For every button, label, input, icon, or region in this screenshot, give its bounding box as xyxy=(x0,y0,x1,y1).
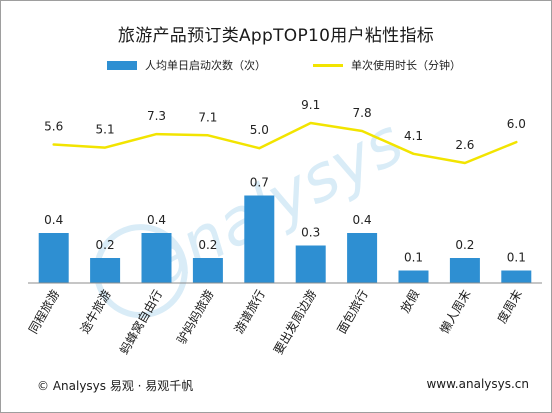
line-value-label-2: 5.1 xyxy=(96,123,115,137)
bar-value-label-2: 0.2 xyxy=(96,238,115,252)
category-label-7: 面包旅行 xyxy=(335,288,371,337)
footer: © Analysys 易观 · 易观千帆 www.analysys.cn xyxy=(1,371,551,399)
category-label-6: 要出发周边游 xyxy=(270,287,319,357)
line-value-label-9: 2.6 xyxy=(455,138,474,152)
category-labels-layer: 同程旅游 途牛旅游 蚂蜂窝自由行 驴妈妈旅游 游谱旅行 要出发周边游 面包旅行 放假 懒人周末度… xyxy=(25,287,525,357)
category-label-8: 放假 xyxy=(397,287,422,315)
bar-3 xyxy=(141,233,172,283)
bar-7 xyxy=(347,233,378,283)
legend-item-line: 单次使用时长（分钟） xyxy=(313,57,461,73)
line-value-label-7: 7.8 xyxy=(353,106,372,120)
bar-labels-layer: 0.4 0.2 0.4 0.2 0.7 0.3 0.4 0.1 0.2 0.1 xyxy=(44,176,526,265)
bar-value-label-1: 0.4 xyxy=(44,213,63,227)
bar-value-label-6: 0.3 xyxy=(301,226,320,240)
bar-value-label-8: 0.1 xyxy=(404,251,423,265)
bar-value-label-7: 0.4 xyxy=(353,213,372,227)
bar-8 xyxy=(398,270,429,283)
legend-item-bar: 人均单日启动次数（次） xyxy=(107,57,266,73)
line-series xyxy=(52,121,518,165)
line-value-label-8: 4.1 xyxy=(404,129,423,143)
bar-6 xyxy=(295,245,326,283)
bar-2 xyxy=(90,258,121,283)
legend: 人均单日启动次数（次） 单次使用时长（分钟） xyxy=(1,57,551,73)
line-value-label-6: 9.1 xyxy=(301,98,320,112)
category-label-9: 懒人周末 xyxy=(437,288,473,337)
bar-value-label-4: 0.2 xyxy=(198,238,217,252)
line-value-label-4: 7.1 xyxy=(198,110,217,124)
bar-value-label-9: 0.2 xyxy=(455,238,474,252)
footer-copyright: © Analysys 易观 · 易观千帆 xyxy=(37,379,194,393)
bar-9 xyxy=(449,258,480,283)
line-value-label-10: 6.0 xyxy=(507,117,526,131)
bars-layer xyxy=(38,195,532,283)
line-value-label-1: 5.6 xyxy=(44,120,63,134)
bar-4 xyxy=(192,258,223,283)
legend-label-bar: 人均单日启动次数（次） xyxy=(145,59,266,72)
category-label-1: 同程旅游 xyxy=(25,287,62,336)
watermark-logo-ring xyxy=(93,224,188,319)
bar-10 xyxy=(501,270,532,283)
category-label-2: 途牛旅游 xyxy=(77,287,114,336)
legend-swatch-bar xyxy=(107,60,137,70)
line-value-label-5: 5.0 xyxy=(250,123,269,137)
line-labels-layer: 5.6 5.1 7.3 7.1 5.0 9.1 7.8 4.1 2.6 6.0 xyxy=(44,98,526,152)
bar-value-label-5: 0.7 xyxy=(250,176,269,190)
line-value-label-3: 7.3 xyxy=(147,109,166,123)
bar-1 xyxy=(38,233,69,283)
category-label-5: 游谱旅行 xyxy=(232,288,268,337)
footer-website: www.analysys.cn xyxy=(426,377,529,391)
category-label-3: 蚂蜂窝自由行 xyxy=(116,287,165,357)
bar-5 xyxy=(244,195,275,283)
bar-value-label-3: 0.4 xyxy=(147,213,166,227)
bar-value-label-10: 0.1 xyxy=(507,251,526,265)
category-label-10: 度周末 xyxy=(494,287,525,326)
legend-label-line: 单次使用时长（分钟） xyxy=(351,59,461,72)
chart-title: 旅游产品预订类AppTOP10用户粘性指标 xyxy=(117,26,435,46)
legend-swatch-line xyxy=(313,63,343,67)
